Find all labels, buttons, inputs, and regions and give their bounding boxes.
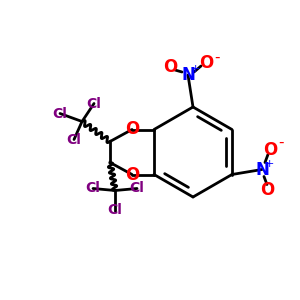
Text: O: O	[260, 181, 274, 199]
Text: O: O	[263, 140, 277, 158]
Text: N: N	[255, 160, 269, 178]
Text: Cl: Cl	[67, 133, 82, 146]
Text: Cl: Cl	[130, 182, 145, 196]
Text: Cl: Cl	[52, 106, 68, 121]
Text: Cl: Cl	[108, 203, 122, 218]
Text: -: -	[278, 135, 284, 150]
Text: N: N	[181, 66, 195, 84]
Text: +: +	[190, 64, 200, 74]
Text: +: +	[264, 158, 274, 169]
Text: Cl: Cl	[87, 97, 101, 110]
Text: Cl: Cl	[85, 182, 100, 196]
Text: O: O	[199, 54, 213, 72]
Text: O: O	[125, 121, 139, 139]
Text: -: -	[214, 50, 220, 64]
Text: O: O	[163, 58, 177, 76]
Text: O: O	[125, 166, 139, 184]
